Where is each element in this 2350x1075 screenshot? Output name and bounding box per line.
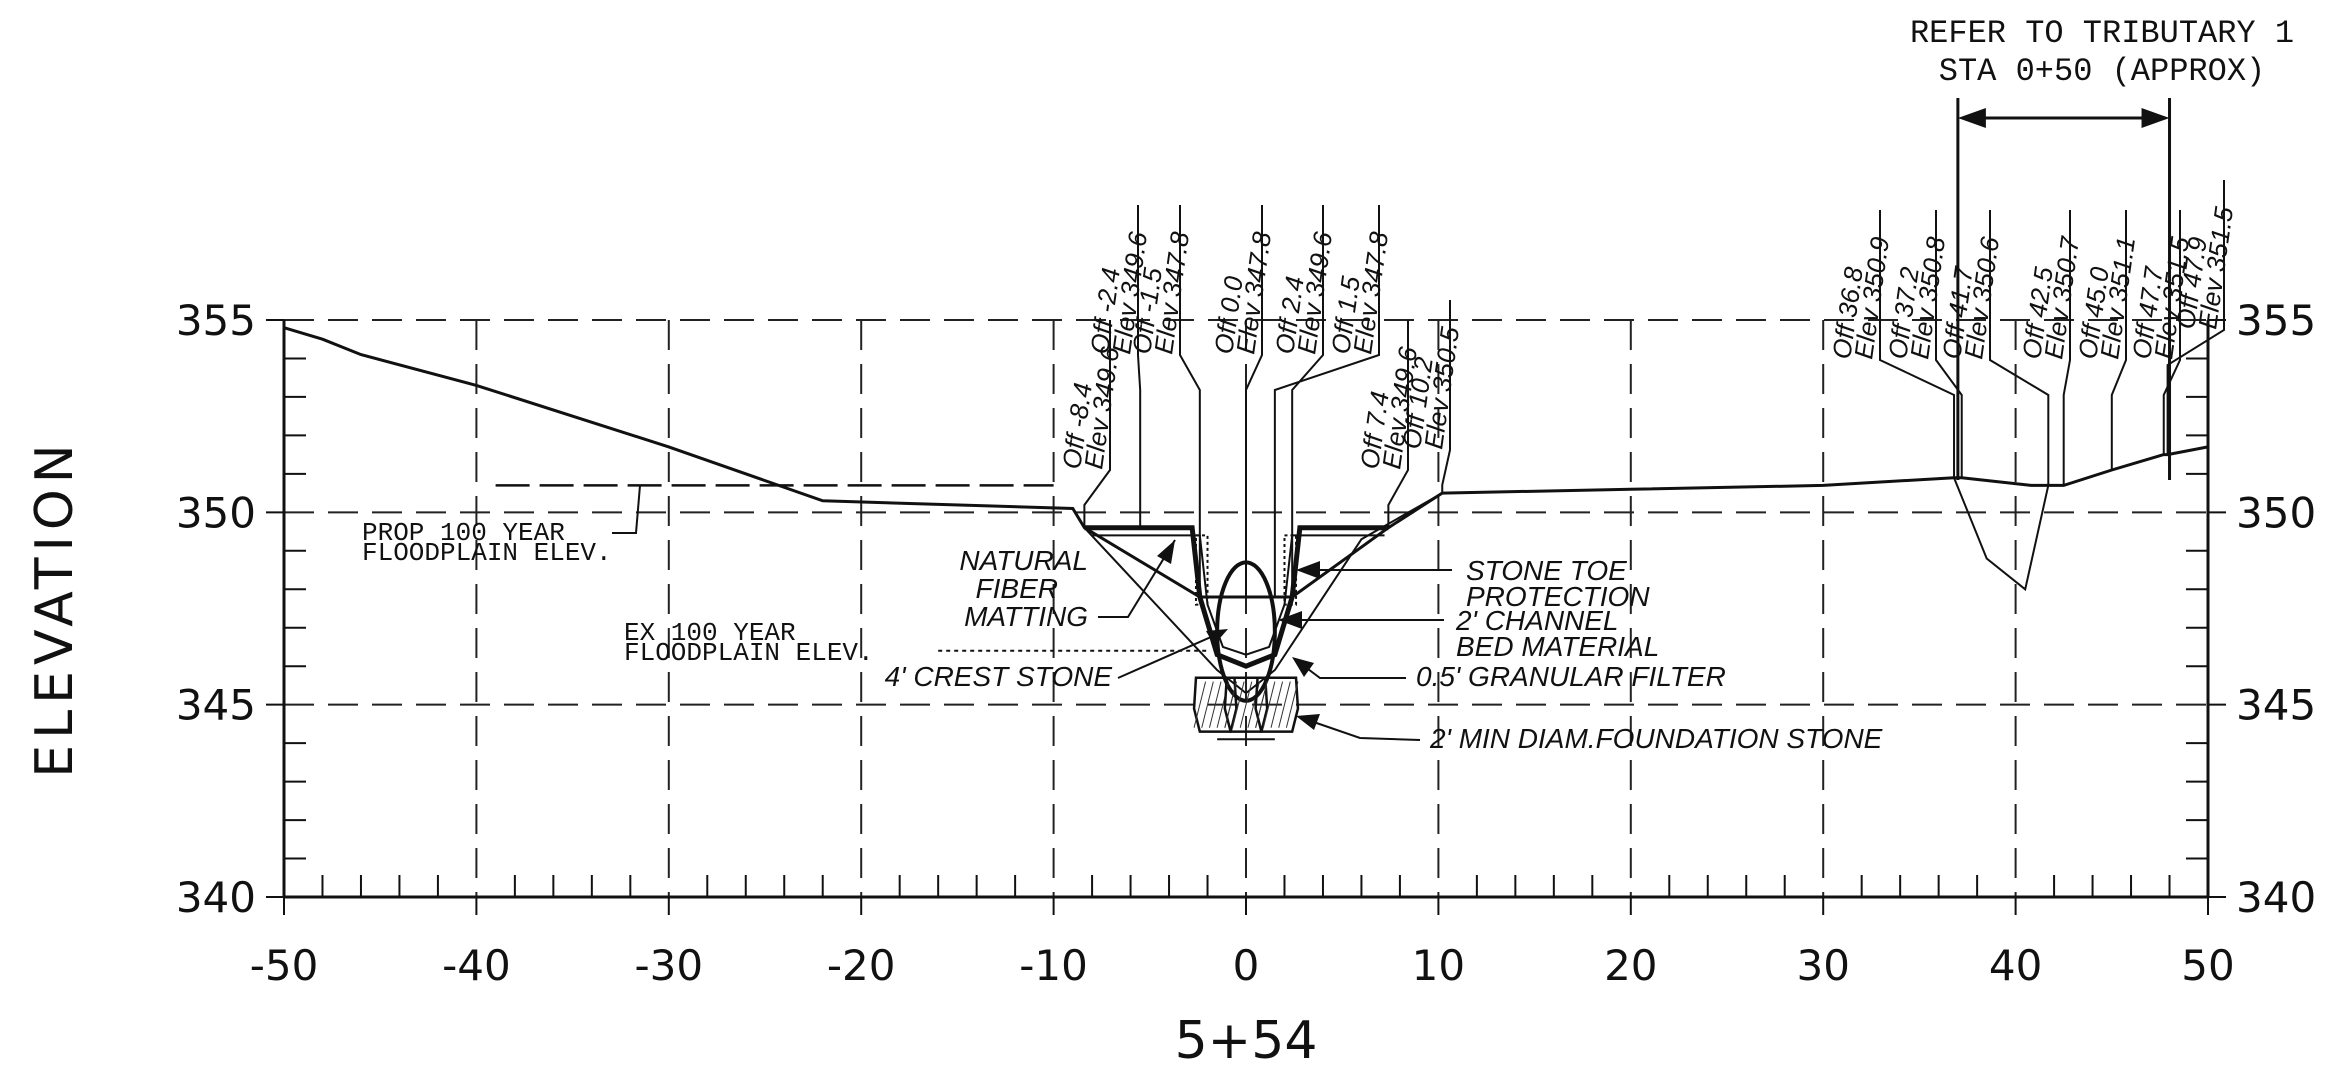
prop-floodplain-leader: [612, 485, 641, 534]
foundation-hatch: [1239, 681, 1253, 728]
bed-material-arrow: [1278, 611, 1302, 629]
stone-toe-left: [1194, 534, 1209, 606]
matting-note-line3: MATTING: [964, 601, 1088, 632]
foundation-hatch: [1232, 681, 1245, 728]
tributary-note-line2: STA 0+50 (APPROX): [1939, 53, 2265, 90]
leader-line: [2062, 210, 2071, 486]
prop-floodplain-line2: FLOODPLAIN ELEV.: [362, 538, 612, 568]
excavation-line: [1083, 492, 1443, 695]
x-tick-label: 20: [1604, 941, 1657, 990]
stone-toe-arrow: [1296, 561, 1320, 579]
x-tick-label: -40: [442, 941, 511, 990]
plot-frame: [266, 319, 2226, 915]
granular-filter-note: 0.5' GRANULAR FILTER: [1416, 661, 1726, 692]
x-tick-label: 40: [1989, 941, 2042, 990]
foundation-hatch: [1278, 681, 1291, 728]
leader-line: [1387, 320, 1409, 528]
ground-profile-line: [283, 326, 2209, 599]
stone-toe-note-line2: PROTECTION: [1466, 581, 1650, 612]
foundation-stone: [1254, 676, 1300, 733]
leader-line: [1879, 210, 1956, 478]
y-tick-label-right: 355: [2236, 296, 2316, 345]
leader-line: [1179, 205, 1201, 597]
x-tick-label: 10: [1412, 941, 1465, 990]
granular-filter-arrow: [1292, 657, 1314, 677]
leader-line: [1137, 205, 1142, 528]
x-tick-label: -30: [634, 941, 703, 990]
crest-stone-arrow: [1206, 629, 1228, 645]
crest-stone-leader: [1117, 632, 1221, 679]
matting-note-line2: FIBER: [976, 573, 1058, 604]
matting-line: [1092, 534, 1385, 656]
foundation-hatch: [1255, 681, 1268, 728]
leader-line: [1441, 300, 1451, 494]
leader-line: [1935, 210, 1963, 478]
y-tick-label-right: 350: [2236, 488, 2316, 537]
tributary-channel-line: [1953, 477, 2050, 592]
tributary-note-line1: REFER TO TRIBUTARY 1: [1910, 15, 2294, 52]
stone-toe-note-line1: STONE TOE: [1466, 555, 1627, 586]
x-axis-title: 5+54: [1175, 1011, 1318, 1071]
matting-note-line1: NATURAL: [959, 545, 1088, 576]
x-tick-label: 30: [1796, 941, 1849, 990]
foundation-hatch: [1262, 681, 1276, 728]
ex-floodplain-line1: EX 100 YEAR: [624, 618, 796, 648]
prop-floodplain-line1: PROP 100 YEAR: [362, 518, 565, 548]
stone-toe-right: [1283, 534, 1298, 606]
leader-line: [2162, 210, 2181, 455]
leader-line: [2166, 180, 2225, 455]
x-tick-label: 50: [2181, 941, 2234, 990]
foundation-hatch: [1208, 681, 1222, 728]
crest-stone-note: 4' CREST STONE: [885, 661, 1113, 692]
leader-line: [1083, 320, 1111, 528]
channel-outline: [1084, 525, 1389, 669]
matting-leader: [1098, 539, 1176, 618]
foundation-hatch: [1201, 681, 1214, 728]
foundation-hatch: [1270, 681, 1284, 728]
leader-line: [1273, 205, 1380, 597]
x-tick-label: -20: [827, 941, 896, 990]
x-tick-label: 0: [1233, 941, 1260, 990]
profile-lines: [283, 326, 2209, 695]
leader-line: [1291, 205, 1324, 597]
y-tick-label-left: 350: [176, 488, 256, 537]
y-tick-label-right: 345: [2236, 681, 2316, 730]
y-tick-label-left: 340: [176, 873, 256, 922]
foundation-arrow: [1296, 714, 1320, 730]
foundation-hatch: [1285, 681, 1299, 728]
y-tick-label-left: 355: [176, 296, 256, 345]
tributary-arrow-left: [1957, 108, 1986, 128]
bed-material-note-line2: BED MATERIAL: [1456, 631, 1659, 662]
tributary-arrow-right: [2141, 108, 2170, 128]
matting-arrow: [1157, 540, 1175, 564]
leader-line: [2110, 210, 2127, 471]
y-tick-label-left: 345: [176, 681, 256, 730]
foundation-leader: [1301, 717, 1421, 741]
x-tick-label: -10: [1019, 941, 1088, 990]
x-tick-label: -50: [250, 941, 319, 990]
foundation-hatch: [1193, 681, 1207, 728]
bed-material-note-line1: 2' CHANNEL: [1455, 605, 1619, 636]
y-axis-title: ELEVATION: [25, 438, 85, 777]
leader-line: [1989, 210, 2050, 486]
foundation-note: 2' MIN DIAM.FOUNDATION STONE: [1429, 723, 1883, 754]
foundation-hatch: [1224, 681, 1237, 728]
tick-labels: -50 -40 -30 -20 -10 0 10 20 30 40 50 355 355 350 350 34…: [176, 296, 2316, 990]
y-tick-label-right: 340: [2236, 873, 2316, 922]
ex-floodplain-line2: FLOODPLAIN ELEV.: [624, 638, 874, 668]
leader-line: [1245, 205, 1263, 597]
